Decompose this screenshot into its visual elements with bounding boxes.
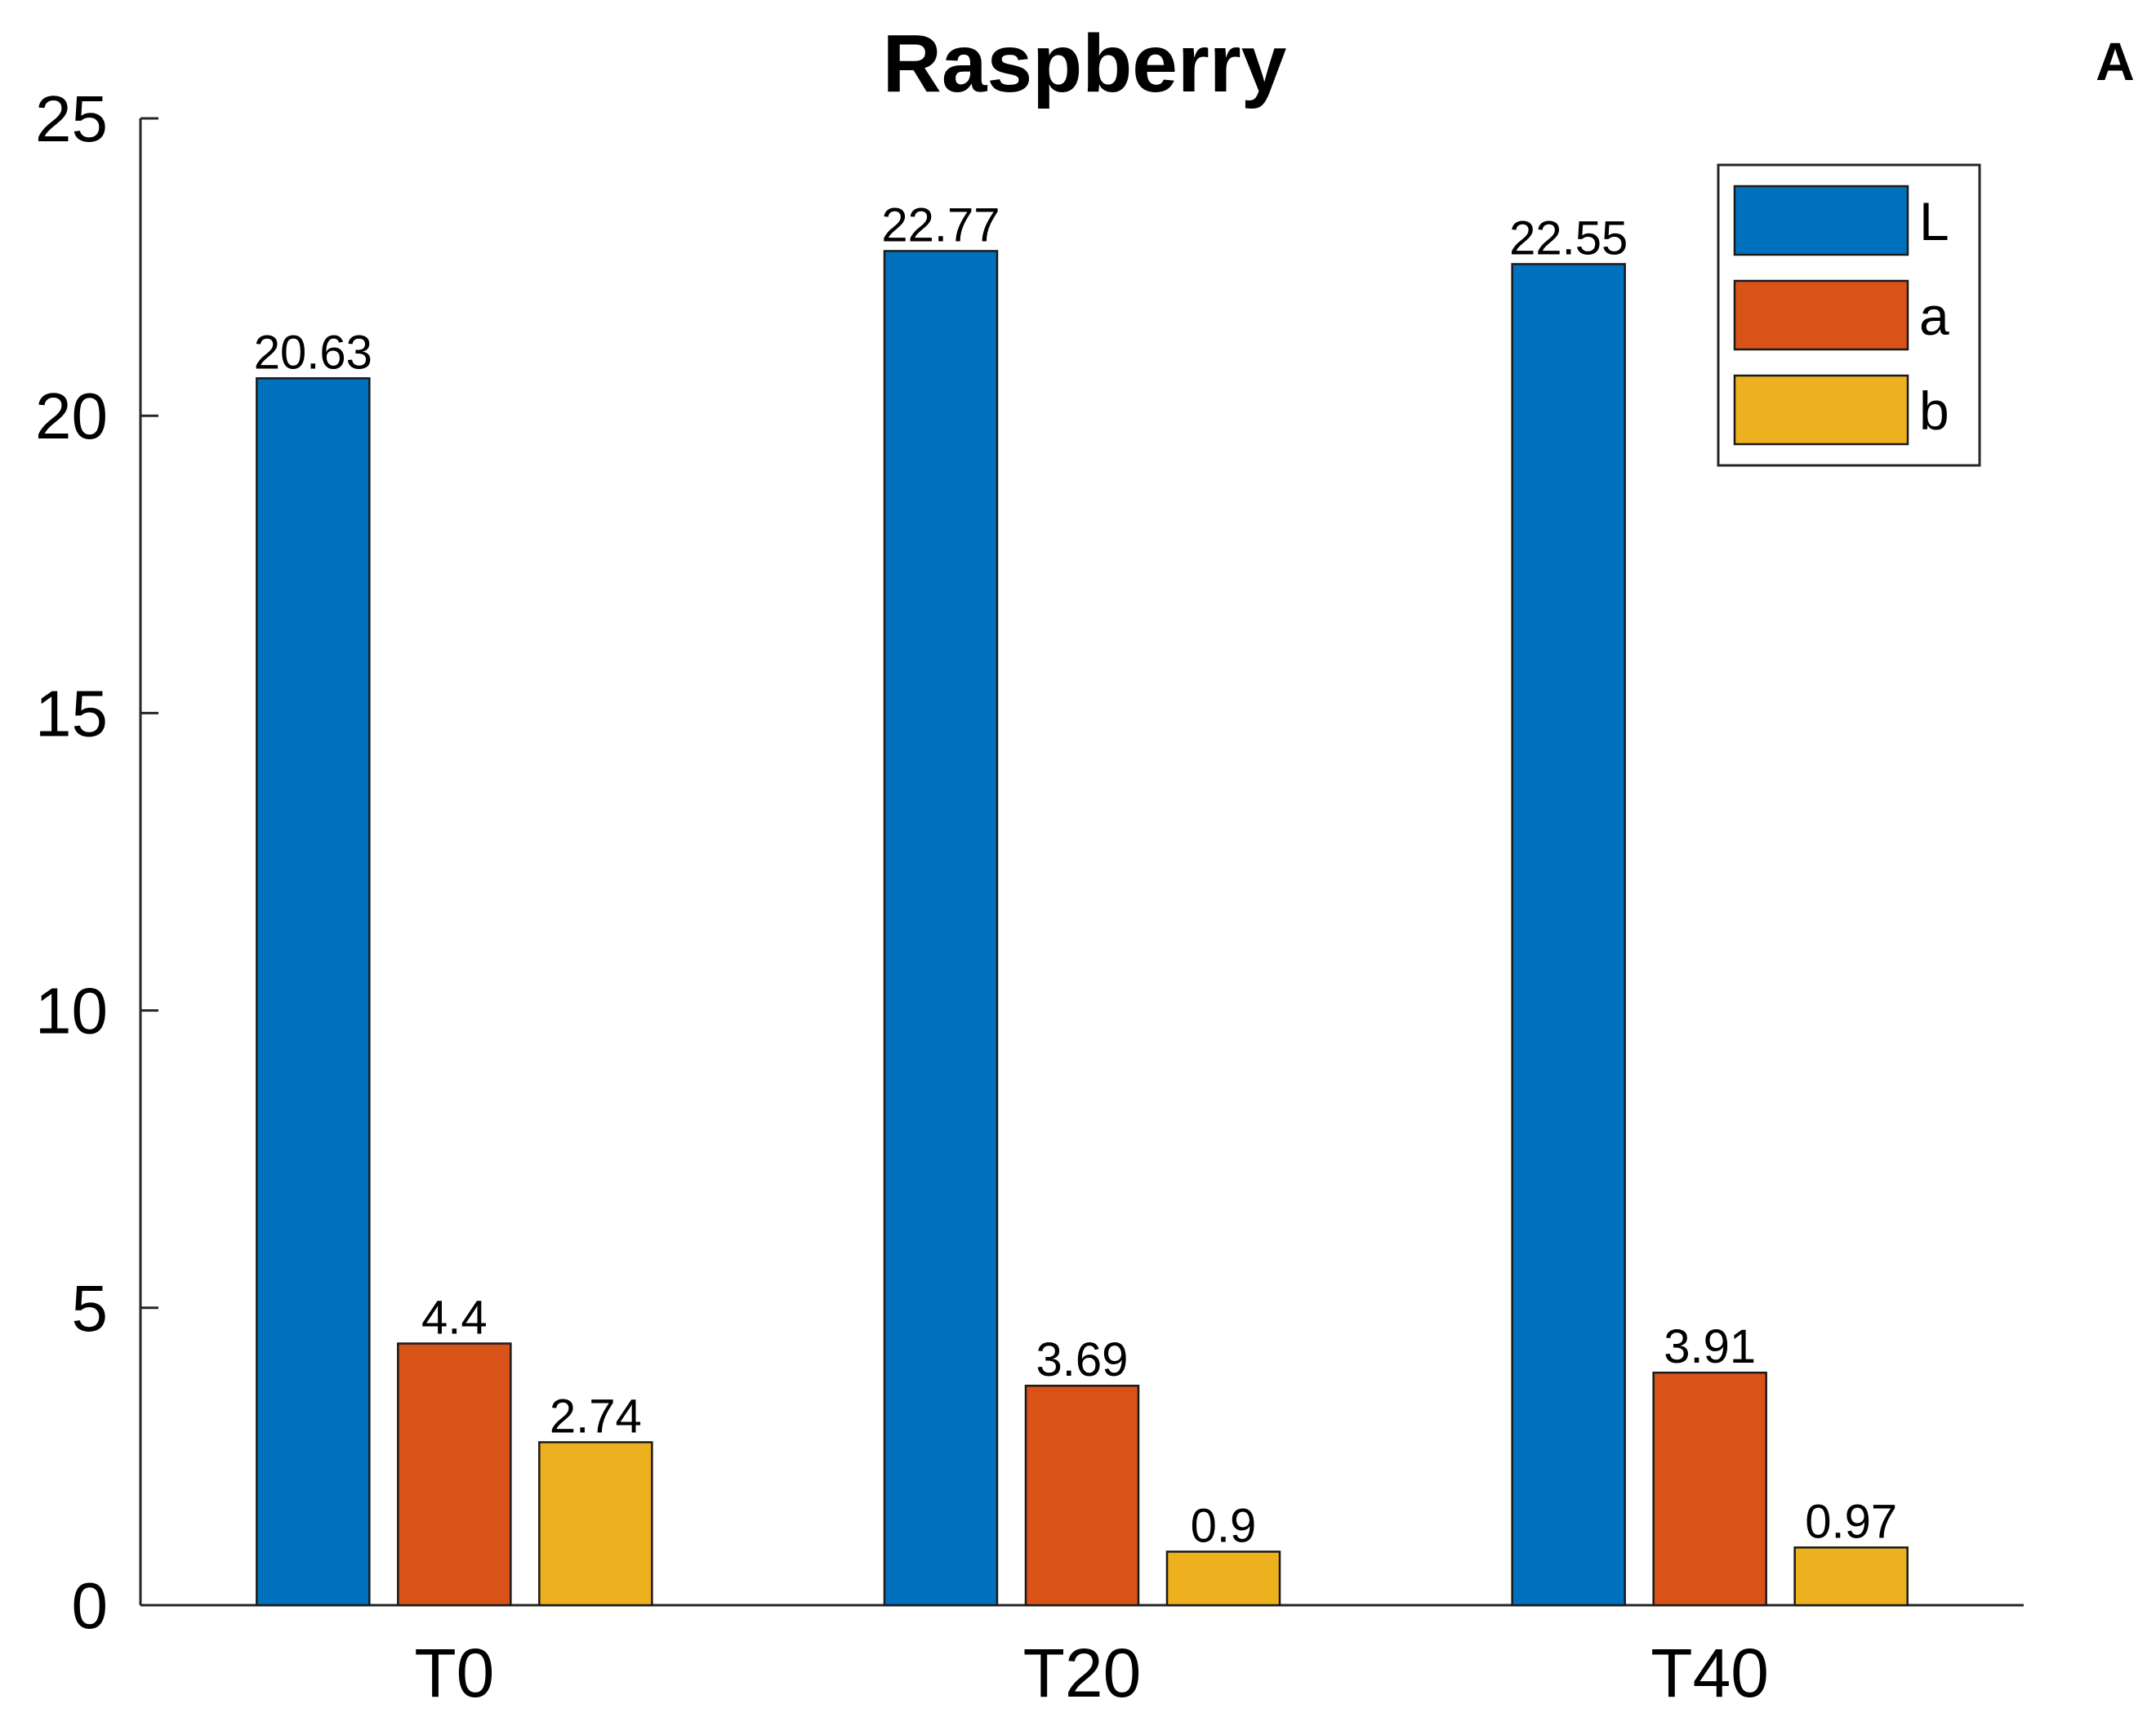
bar-a-T0 bbox=[397, 1342, 512, 1607]
data-label-a-T20: 3.69 bbox=[1036, 1333, 1129, 1386]
bar-b-T40 bbox=[1793, 1546, 1909, 1607]
bar-b-T20 bbox=[1165, 1550, 1281, 1607]
bar-L-T0 bbox=[256, 377, 371, 1607]
x-tick-label: T20 bbox=[1023, 1635, 1142, 1711]
bar-b-T0 bbox=[538, 1441, 653, 1607]
y-tick-label: 20 bbox=[35, 380, 108, 452]
data-labels: 20.63 4.4 2.74 22.77 3.69 0.9 22.55 3.91 0.97 bbox=[254, 198, 1897, 1552]
y-tick-label: 10 bbox=[35, 975, 108, 1048]
y-tick-label: 25 bbox=[35, 82, 108, 155]
legend-swatch-b bbox=[1733, 374, 1909, 446]
data-label-L-T40: 22.55 bbox=[1509, 211, 1628, 265]
data-label-a-T0: 4.4 bbox=[421, 1292, 488, 1345]
panel-label: A bbox=[2096, 31, 2135, 91]
legend-label-b: b bbox=[1919, 380, 1949, 441]
legend: Lab bbox=[1717, 163, 1981, 467]
data-label-L-T20: 22.77 bbox=[881, 198, 1000, 251]
legend-swatch-L bbox=[1733, 185, 1909, 256]
data-label-b-T0: 2.74 bbox=[550, 1390, 642, 1443]
data-label-L-T0: 20.63 bbox=[254, 326, 372, 379]
legend-swatch-a bbox=[1733, 279, 1909, 351]
y-tick-label: 15 bbox=[35, 677, 108, 750]
x-tick-label: T0 bbox=[414, 1635, 494, 1711]
chart-title: Raspberry bbox=[883, 18, 1287, 109]
y-tick-label: 0 bbox=[72, 1569, 109, 1642]
y-axis: 0 5 10 15 20 25 bbox=[35, 82, 158, 1642]
legend-label-L: L bbox=[1919, 191, 1949, 251]
bar-a-T20 bbox=[1024, 1384, 1140, 1607]
bars bbox=[256, 250, 1909, 1607]
data-label-b-T40: 0.97 bbox=[1805, 1495, 1897, 1548]
data-label-a-T40: 3.91 bbox=[1664, 1320, 1756, 1373]
bar-L-T20 bbox=[883, 250, 999, 1607]
bar-L-T40 bbox=[1511, 263, 1626, 1607]
legend-label-a: a bbox=[1919, 286, 1949, 346]
bar-a-T40 bbox=[1652, 1371, 1767, 1607]
x-tick-label: T40 bbox=[1650, 1635, 1769, 1711]
y-tick-label: 5 bbox=[72, 1272, 109, 1345]
data-label-b-T20: 0.9 bbox=[1191, 1499, 1257, 1552]
